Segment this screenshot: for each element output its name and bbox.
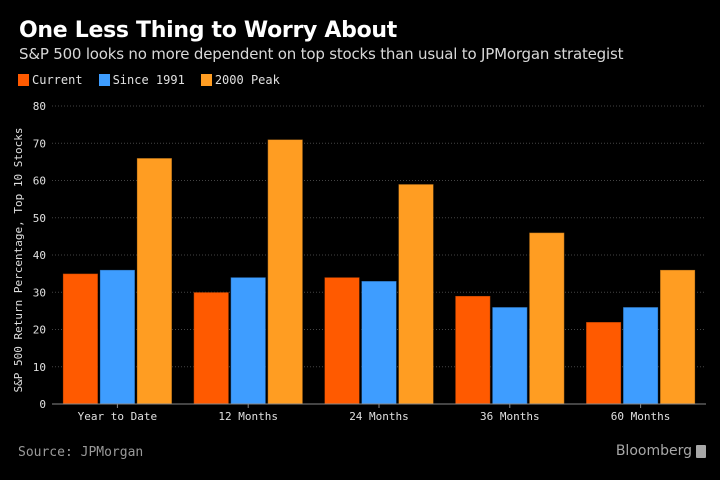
bars: [62, 139, 696, 405]
x-tick-label: Year to Date: [78, 410, 157, 423]
bar-2000-peak-36-months: [528, 232, 565, 405]
y-tick-label: 10: [33, 361, 46, 374]
x-axis: Year to Date 12 Months 24 Months 36 Months 6…: [52, 403, 706, 423]
bar-since-1991-year-to-date: [99, 269, 136, 405]
bar-current-year-to-date: [62, 273, 99, 405]
x-tick-label: 24 Months: [349, 410, 409, 423]
bar-2000-peak-year-to-date: [136, 157, 173, 405]
legend-label-since-1991: Since 1991: [112, 73, 185, 87]
y-tick-label: 80: [33, 100, 46, 113]
y-tick-label: 50: [33, 212, 46, 225]
bloomberg-logo-icon: [696, 444, 706, 458]
bar-2000-peak-24-months: [398, 183, 434, 405]
source-note: Source: JPMorgan: [18, 445, 144, 460]
chart-subtitle: S&P 500 looks no more dependent on top s…: [19, 45, 624, 63]
chart-title: One Less Thing to Worry About: [19, 18, 397, 43]
x-tick-label: 36 Months: [480, 410, 540, 423]
y-axis-ticks: 0 10 20 30 40 50 60 70 80: [33, 100, 46, 411]
legend-label-2000-peak: 2000 Peak: [214, 73, 280, 87]
bar-2000-peak-12-months: [267, 139, 304, 405]
bar-current-60-months: [585, 321, 622, 405]
brand-logo: Bloomberg: [616, 443, 706, 459]
legend-swatch-current: [18, 74, 29, 86]
legend-item-since-1991: Since 1991: [98, 73, 185, 87]
bar-since-1991-24-months: [361, 280, 397, 405]
brand-name: Bloomberg: [615, 443, 692, 459]
y-axis-label: S&P 500 Return Percentage, Top 10 Stocks: [12, 128, 25, 393]
bar-current-36-months: [454, 295, 491, 405]
y-tick-label: 20: [33, 324, 46, 337]
y-tick-label: 60: [33, 175, 46, 188]
y-tick-label: 70: [33, 137, 46, 150]
bar-since-1991-60-months: [622, 306, 659, 405]
bar-2000-peak-60-months: [659, 269, 696, 405]
legend-swatch-2000-peak: [200, 74, 212, 86]
y-tick-label: 40: [33, 249, 46, 262]
x-tick-label: 12 Months: [218, 410, 278, 423]
y-tick-label: 0: [39, 398, 46, 411]
bar-current-24-months: [324, 276, 360, 405]
legend-label-current: Current: [32, 73, 83, 87]
legend: Current Since 1991 2000 Peak: [18, 73, 280, 87]
bar-since-1991-36-months: [491, 306, 528, 405]
bar-since-1991-12-months: [230, 276, 267, 405]
legend-item-current: Current: [18, 73, 83, 87]
y-tick-label: 30: [33, 286, 46, 299]
bar-current-12-months: [193, 291, 230, 405]
legend-swatch-since-1991: [98, 74, 110, 86]
legend-item-2000-peak: 2000 Peak: [200, 73, 280, 87]
x-tick-label: 60 Months: [611, 410, 671, 423]
